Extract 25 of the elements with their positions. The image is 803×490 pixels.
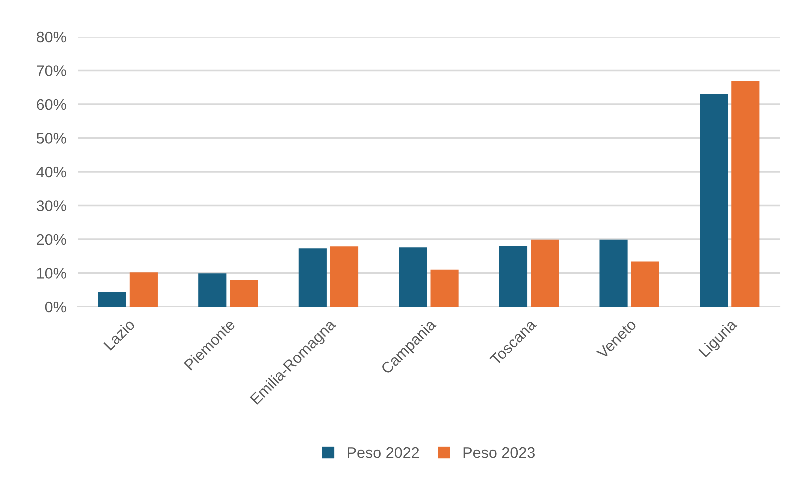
bar (499, 246, 528, 307)
bar (230, 280, 258, 307)
bar (198, 274, 227, 307)
y-tick-label: 70% (37, 66, 66, 76)
bar (631, 262, 660, 307)
bar (531, 240, 560, 307)
legend-label: Peso 2023 (464, 447, 535, 458)
bar (732, 82, 760, 307)
y-tick-label: 10% (37, 268, 66, 279)
y-tick-label: 30% (36, 200, 66, 212)
bar (98, 292, 126, 307)
legend-label: Peso 2022 (348, 447, 420, 458)
y-tick-label: 50% (36, 133, 66, 144)
bar (600, 240, 628, 307)
bar (399, 248, 428, 307)
bar (430, 270, 459, 307)
y-tick-label: 20% (37, 234, 66, 246)
bar (700, 94, 728, 307)
y-tick-label: 60% (37, 99, 66, 110)
y-tick-label: 80% (36, 32, 66, 43)
y-tick-label: 40% (36, 166, 66, 178)
bar (330, 246, 359, 307)
bar (130, 272, 158, 307)
y-tick-label: 0% (45, 302, 66, 313)
bar (298, 248, 327, 307)
